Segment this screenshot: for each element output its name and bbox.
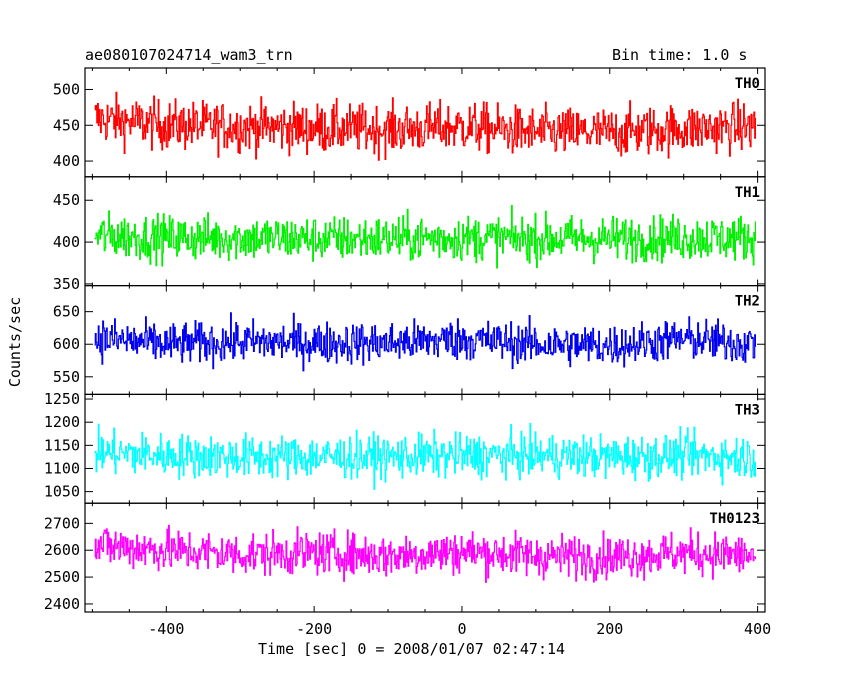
y-tick-label: 1150: [44, 436, 80, 454]
y-tick-label: 450: [53, 116, 80, 134]
series-trace-th1: [94, 205, 757, 269]
y-tick-label: 2600: [44, 541, 80, 559]
x-axis-label: Time [sec] 0 = 2008/01/07 02:47:14: [258, 640, 566, 658]
y-tick-label: 650: [53, 303, 80, 321]
panel-label-th1: TH1: [735, 185, 760, 201]
series-trace-th0123: [94, 524, 757, 583]
y-tick-label: 1200: [44, 413, 80, 431]
x-tick-label: -400: [148, 620, 184, 638]
y-tick-label: 550: [53, 368, 80, 386]
panel-label-th3: TH3: [735, 402, 760, 418]
x-tick-label: 200: [596, 620, 623, 638]
x-tick-label: 400: [744, 620, 771, 638]
x-tick-label: 0: [457, 620, 466, 638]
y-axis-label: Counts/sec: [6, 296, 24, 388]
y-tick-label: 500: [53, 80, 80, 98]
y-tick-label: 1100: [44, 459, 80, 477]
x-tick-label: -200: [296, 620, 332, 638]
y-tick-label: 2400: [44, 595, 80, 613]
chart-title: ae080107024714_wam3_trn: [85, 46, 293, 64]
y-tick-label: 450: [53, 191, 80, 209]
y-tick-label: 1250: [44, 390, 80, 408]
panel-label-th0123: TH0123: [709, 511, 760, 527]
y-tick-label: 400: [53, 233, 80, 251]
series-trace-th0: [94, 91, 757, 161]
y-tick-label: 400: [53, 152, 80, 170]
bin-time-label: Bin time: 1.0 s: [612, 46, 748, 64]
y-tick-label: 2700: [44, 514, 80, 532]
series-trace-th3: [94, 422, 757, 490]
y-tick-label: 1050: [44, 483, 80, 501]
panel-label-th0: TH0: [735, 76, 760, 92]
panel-label-th2: TH2: [735, 294, 760, 310]
y-tick-label: 2500: [44, 568, 80, 586]
series-trace-th2: [94, 312, 757, 372]
y-tick-label: 600: [53, 335, 80, 353]
y-tick-label: 350: [53, 275, 80, 293]
